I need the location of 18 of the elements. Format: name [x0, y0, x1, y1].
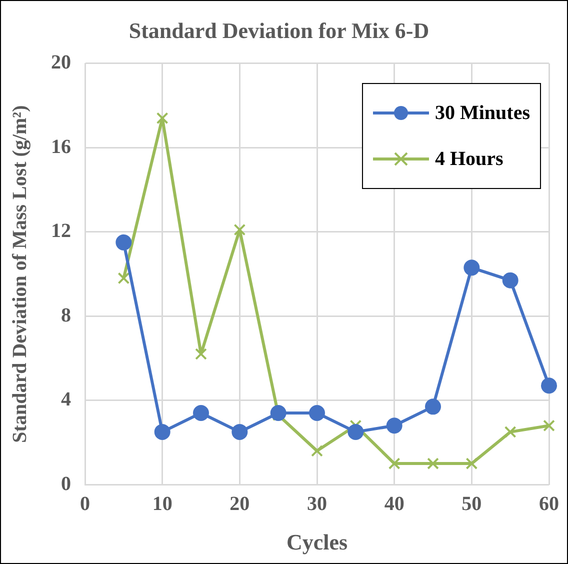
x-tick-label: 40 — [384, 492, 404, 515]
x-tick-label: 50 — [462, 492, 482, 515]
x-axis-title: Cycles — [286, 529, 348, 554]
x-tick-label: 0 — [80, 492, 90, 515]
y-axis-title: Standard Deviation of Mass Lost (g/m²) — [9, 105, 32, 443]
legend-label: 30 Minutes — [435, 102, 530, 125]
x-tick-label: 60 — [539, 492, 559, 515]
y-tick-label: 4 — [61, 388, 71, 411]
y-tick-label: 20 — [51, 52, 71, 74]
chart-title: Standard Deviation for Mix 6-D — [128, 18, 430, 43]
x-tick-label: 10 — [152, 492, 172, 515]
y-tick-label: 8 — [61, 304, 71, 326]
y-tick-label: 0 — [61, 472, 71, 495]
x-tick-label: 30 — [307, 492, 327, 515]
y-tick-label: 16 — [51, 136, 71, 158]
y-tick-label: 12 — [51, 220, 71, 242]
x-tick-label: 20 — [230, 492, 250, 515]
legend-label: 4 Hours — [435, 148, 504, 171]
